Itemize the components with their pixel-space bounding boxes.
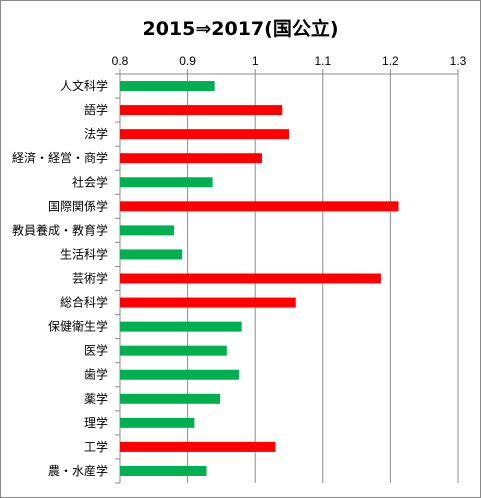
chart-title: 2015⇒2017(国公立): [142, 18, 339, 40]
bar: [120, 465, 207, 476]
bar: [120, 201, 399, 212]
category-label: 人文科学: [60, 78, 108, 93]
bar: [120, 105, 283, 116]
category-label: 教員養成・教育学: [12, 222, 108, 237]
bar: [120, 225, 175, 236]
category-label: 芸術学: [72, 271, 108, 286]
x-tick-label: 1.3: [450, 54, 467, 68]
category-label: 歯学: [84, 367, 108, 382]
x-tick-label: 0.9: [179, 54, 196, 68]
category-label: 工学: [84, 439, 108, 454]
x-tick-label: 0.8: [112, 54, 129, 68]
bar: [120, 153, 262, 164]
category-label: 保健衛生学: [48, 319, 108, 334]
bar: [120, 81, 215, 92]
category-label: 語学: [84, 102, 108, 117]
category-label: 社会学: [72, 174, 108, 189]
bar: [120, 345, 227, 356]
category-label: 経済・経営・商学: [12, 150, 108, 165]
bar: [120, 297, 296, 308]
category-label: 医学: [84, 343, 108, 358]
category-label: 生活科学: [60, 246, 108, 261]
x-tick-label: 1: [252, 54, 259, 68]
bar: [120, 321, 242, 332]
bar: [120, 177, 213, 188]
bar: [120, 417, 195, 428]
bar: [120, 369, 239, 380]
category-label: 薬学: [84, 391, 108, 406]
bar: [120, 273, 381, 284]
category-label: 法学: [84, 126, 108, 141]
category-label: 農・水産学: [48, 463, 108, 478]
x-tick-label: 1.2: [382, 54, 399, 68]
bar: [120, 129, 289, 140]
bar: [120, 393, 221, 404]
category-label: 総合科学: [60, 295, 108, 310]
category-label: 理学: [84, 415, 108, 430]
x-tick-label: 1.1: [314, 54, 331, 68]
bar: [120, 441, 276, 452]
category-label: 国際関係学: [48, 198, 108, 213]
bar: [120, 249, 183, 260]
